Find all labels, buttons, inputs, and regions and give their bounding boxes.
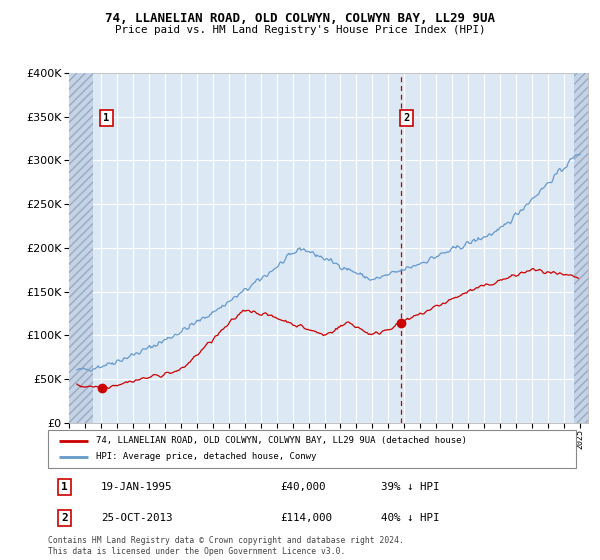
Text: 19-JAN-1995: 19-JAN-1995 <box>101 482 172 492</box>
Bar <box>574 73 588 423</box>
Text: Price paid vs. HM Land Registry's House Price Index (HPI): Price paid vs. HM Land Registry's House … <box>115 25 485 35</box>
Text: 74, LLANELIAN ROAD, OLD COLWYN, COLWYN BAY, LL29 9UA: 74, LLANELIAN ROAD, OLD COLWYN, COLWYN B… <box>105 12 495 25</box>
Text: Contains HM Land Registry data © Crown copyright and database right 2024.
This d: Contains HM Land Registry data © Crown c… <box>48 536 404 556</box>
Text: 1: 1 <box>61 482 68 492</box>
Text: 39% ↓ HPI: 39% ↓ HPI <box>380 482 439 492</box>
Text: 2: 2 <box>61 513 68 523</box>
Text: 40% ↓ HPI: 40% ↓ HPI <box>380 513 439 523</box>
Text: 2: 2 <box>403 113 409 123</box>
Text: £114,000: £114,000 <box>280 513 332 523</box>
Bar <box>69 73 93 423</box>
Text: HPI: Average price, detached house, Conwy: HPI: Average price, detached house, Conw… <box>95 452 316 461</box>
Text: 25-OCT-2013: 25-OCT-2013 <box>101 513 172 523</box>
Text: 74, LLANELIAN ROAD, OLD COLWYN, COLWYN BAY, LL29 9UA (detached house): 74, LLANELIAN ROAD, OLD COLWYN, COLWYN B… <box>95 436 466 445</box>
Text: £40,000: £40,000 <box>280 482 326 492</box>
Text: 1: 1 <box>103 113 110 123</box>
